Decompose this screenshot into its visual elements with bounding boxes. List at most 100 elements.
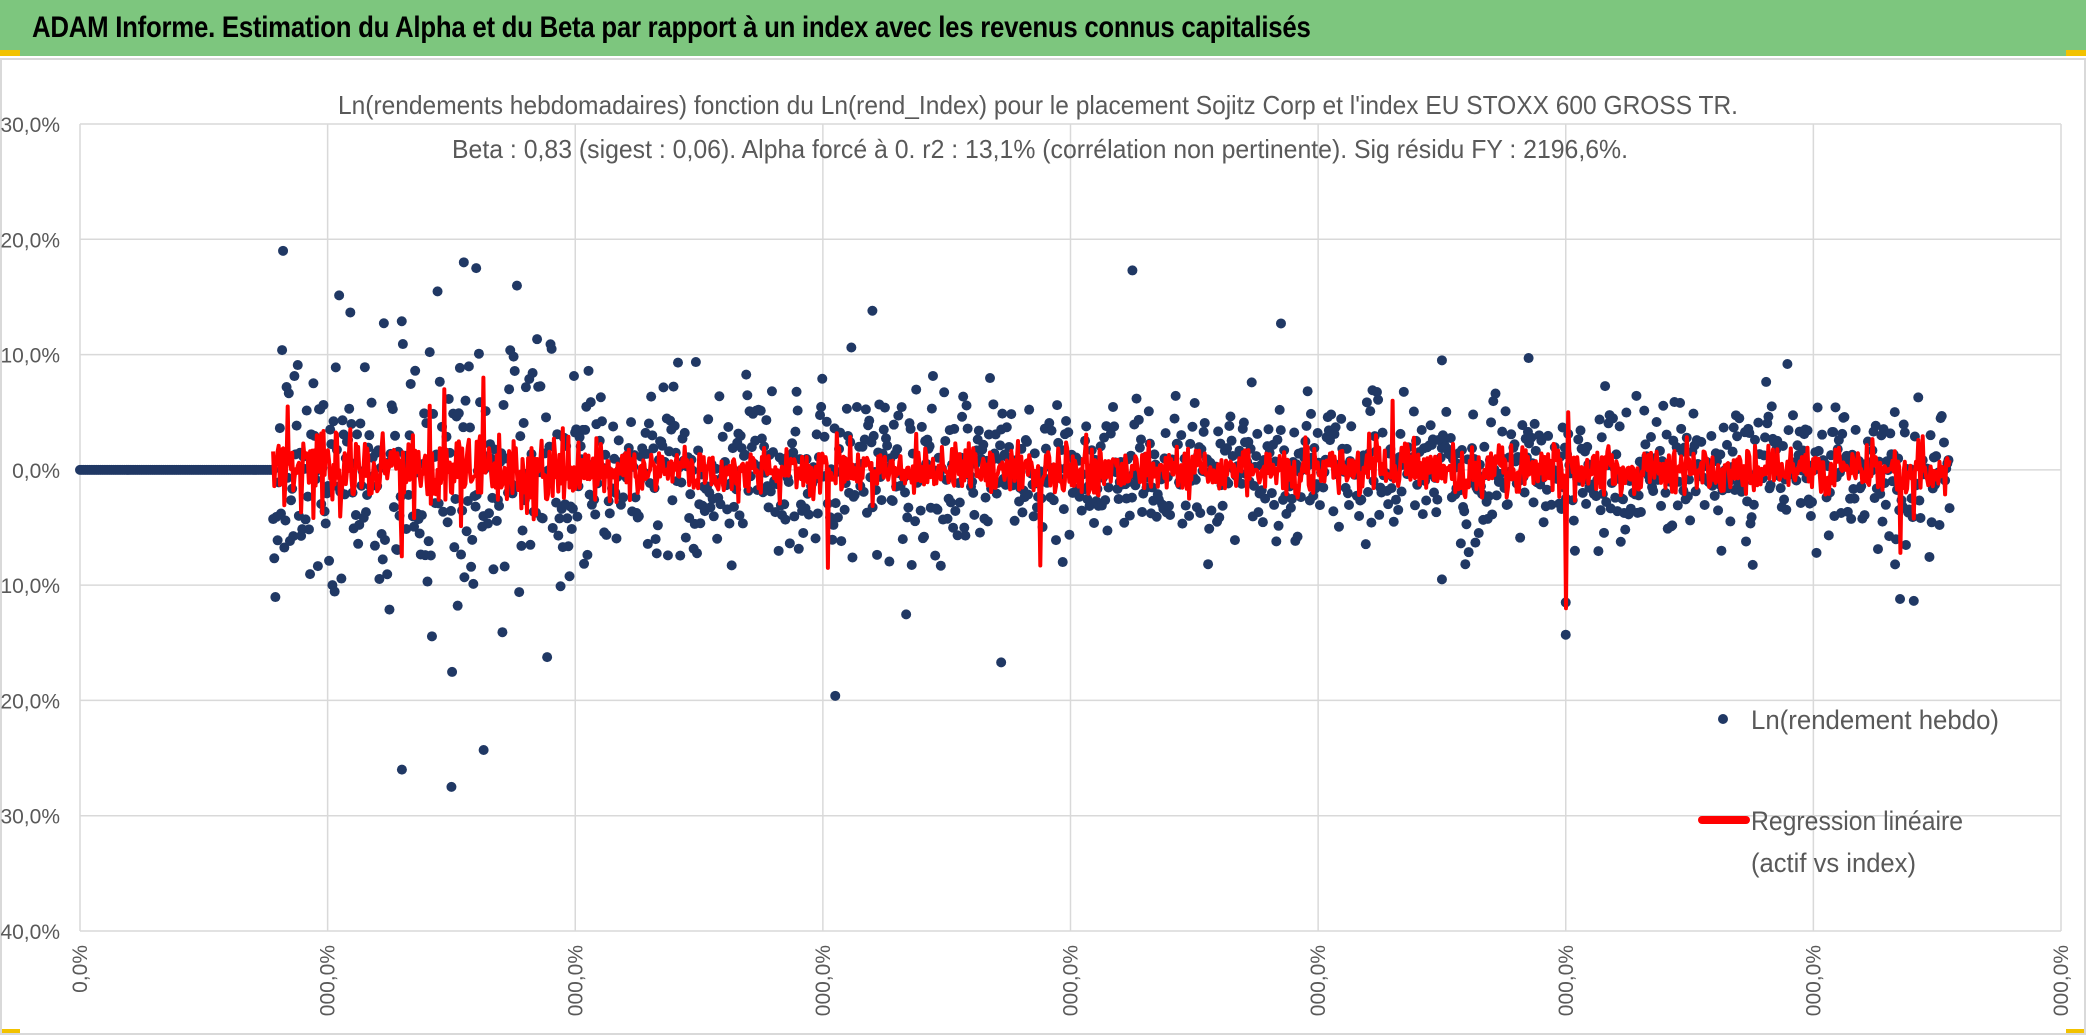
scatter-point bbox=[1170, 390, 1181, 401]
scatter-point bbox=[1639, 405, 1650, 416]
scatter-point bbox=[1213, 426, 1224, 437]
scatter-point bbox=[596, 416, 607, 427]
scatter-point bbox=[1058, 504, 1069, 515]
scatter-point bbox=[926, 403, 937, 414]
scatter-point bbox=[1100, 495, 1111, 506]
scatter-point bbox=[1635, 506, 1646, 517]
scatter-point bbox=[1328, 506, 1339, 517]
scatter-point bbox=[291, 420, 302, 431]
scatter-point bbox=[498, 399, 509, 410]
scatter-point bbox=[499, 561, 510, 572]
scatter-point bbox=[360, 507, 371, 518]
scatter-point bbox=[1718, 422, 1729, 433]
scatter-point bbox=[1203, 559, 1214, 570]
scatter-point bbox=[1656, 500, 1667, 511]
scatter-point bbox=[658, 382, 669, 393]
scatter-point bbox=[471, 263, 482, 274]
scatter-point bbox=[445, 505, 456, 516]
scatter-point bbox=[572, 511, 583, 522]
scatter-point bbox=[1206, 505, 1217, 516]
scatter-point bbox=[1483, 491, 1494, 502]
scatter-point bbox=[1333, 521, 1344, 532]
scatter-point bbox=[1760, 432, 1771, 443]
scatter-point bbox=[1744, 428, 1755, 439]
scatter-point bbox=[1582, 441, 1593, 452]
scatter-point bbox=[714, 391, 725, 402]
scatter-point bbox=[1226, 435, 1237, 446]
scatter-point bbox=[272, 535, 283, 546]
scatter-point bbox=[650, 534, 661, 545]
scatter-point bbox=[1515, 532, 1526, 543]
x-tick-label: 000,0% bbox=[1060, 945, 1083, 1016]
scatter-point bbox=[1436, 355, 1447, 366]
scatter-point bbox=[1425, 420, 1436, 431]
scatter-point bbox=[1102, 525, 1113, 536]
scatter-point bbox=[905, 423, 916, 434]
scatter-point bbox=[1487, 509, 1498, 520]
scatter-point bbox=[515, 431, 526, 442]
scatter-point bbox=[1672, 500, 1683, 511]
scatter-point bbox=[646, 391, 657, 402]
scatter-point bbox=[1787, 410, 1798, 421]
scatter-point bbox=[836, 536, 847, 547]
scatter-point bbox=[996, 657, 1007, 668]
scatter-point bbox=[269, 553, 280, 564]
scatter-point bbox=[511, 280, 522, 291]
scatter-point bbox=[517, 525, 528, 536]
scatter-point bbox=[516, 540, 527, 551]
scatter-point bbox=[1374, 509, 1385, 520]
scatter-point bbox=[960, 530, 971, 541]
scatter-point bbox=[447, 666, 458, 677]
scatter-point bbox=[961, 400, 972, 411]
scatter-point bbox=[308, 378, 319, 389]
scatter-point bbox=[1076, 505, 1087, 516]
legend-label-points: Ln(rendement hebdo) bbox=[1751, 705, 1999, 735]
scatter-point bbox=[1214, 512, 1225, 523]
scatter-point bbox=[876, 495, 887, 506]
scatter-point bbox=[466, 561, 477, 572]
scatter-point bbox=[1416, 424, 1427, 435]
scatter-point bbox=[280, 515, 291, 526]
scatter-point bbox=[1371, 387, 1382, 398]
scatter-point bbox=[1823, 530, 1834, 541]
scatter-point bbox=[1526, 432, 1537, 443]
scatter-point bbox=[1651, 417, 1662, 428]
scatter-point bbox=[787, 438, 798, 449]
scatter-point bbox=[1312, 427, 1323, 438]
scatter-point bbox=[789, 511, 800, 522]
scatter-point bbox=[849, 490, 860, 501]
scatter-point bbox=[1885, 428, 1896, 439]
scatter-point bbox=[815, 410, 826, 421]
scatter-point bbox=[442, 517, 453, 528]
scatter-point bbox=[1260, 493, 1271, 504]
scatter-point bbox=[1149, 449, 1160, 460]
scatter-point bbox=[642, 538, 653, 549]
scatter-point bbox=[1461, 519, 1472, 530]
scatter-point bbox=[1275, 318, 1286, 329]
scatter-point bbox=[703, 414, 714, 425]
y-tick-label: 20,0% bbox=[0, 229, 60, 252]
scatter-point bbox=[1936, 411, 1947, 422]
scatter-point bbox=[1064, 529, 1075, 540]
scatter-point bbox=[546, 343, 557, 354]
scatter-point bbox=[554, 513, 565, 524]
scatter-point bbox=[1541, 484, 1552, 495]
scatter-point bbox=[1314, 500, 1325, 511]
scatter-point bbox=[652, 520, 663, 531]
scatter-point bbox=[969, 509, 980, 520]
scatter-point bbox=[1275, 425, 1286, 436]
scatter-point bbox=[353, 538, 364, 549]
scatter-point bbox=[903, 502, 914, 513]
scatter-point bbox=[324, 555, 335, 566]
scatter-point bbox=[1925, 430, 1936, 441]
scatter-point bbox=[1421, 495, 1432, 506]
scatter-point bbox=[1028, 511, 1039, 522]
scatter-point bbox=[648, 443, 659, 454]
scatter-point bbox=[798, 527, 809, 538]
scatter-point bbox=[1101, 421, 1112, 432]
scatter-point bbox=[405, 378, 416, 389]
scatter-point bbox=[1648, 486, 1659, 497]
scatter-point bbox=[690, 357, 701, 368]
scatter-point bbox=[864, 415, 875, 426]
scatter-point bbox=[1460, 559, 1471, 570]
